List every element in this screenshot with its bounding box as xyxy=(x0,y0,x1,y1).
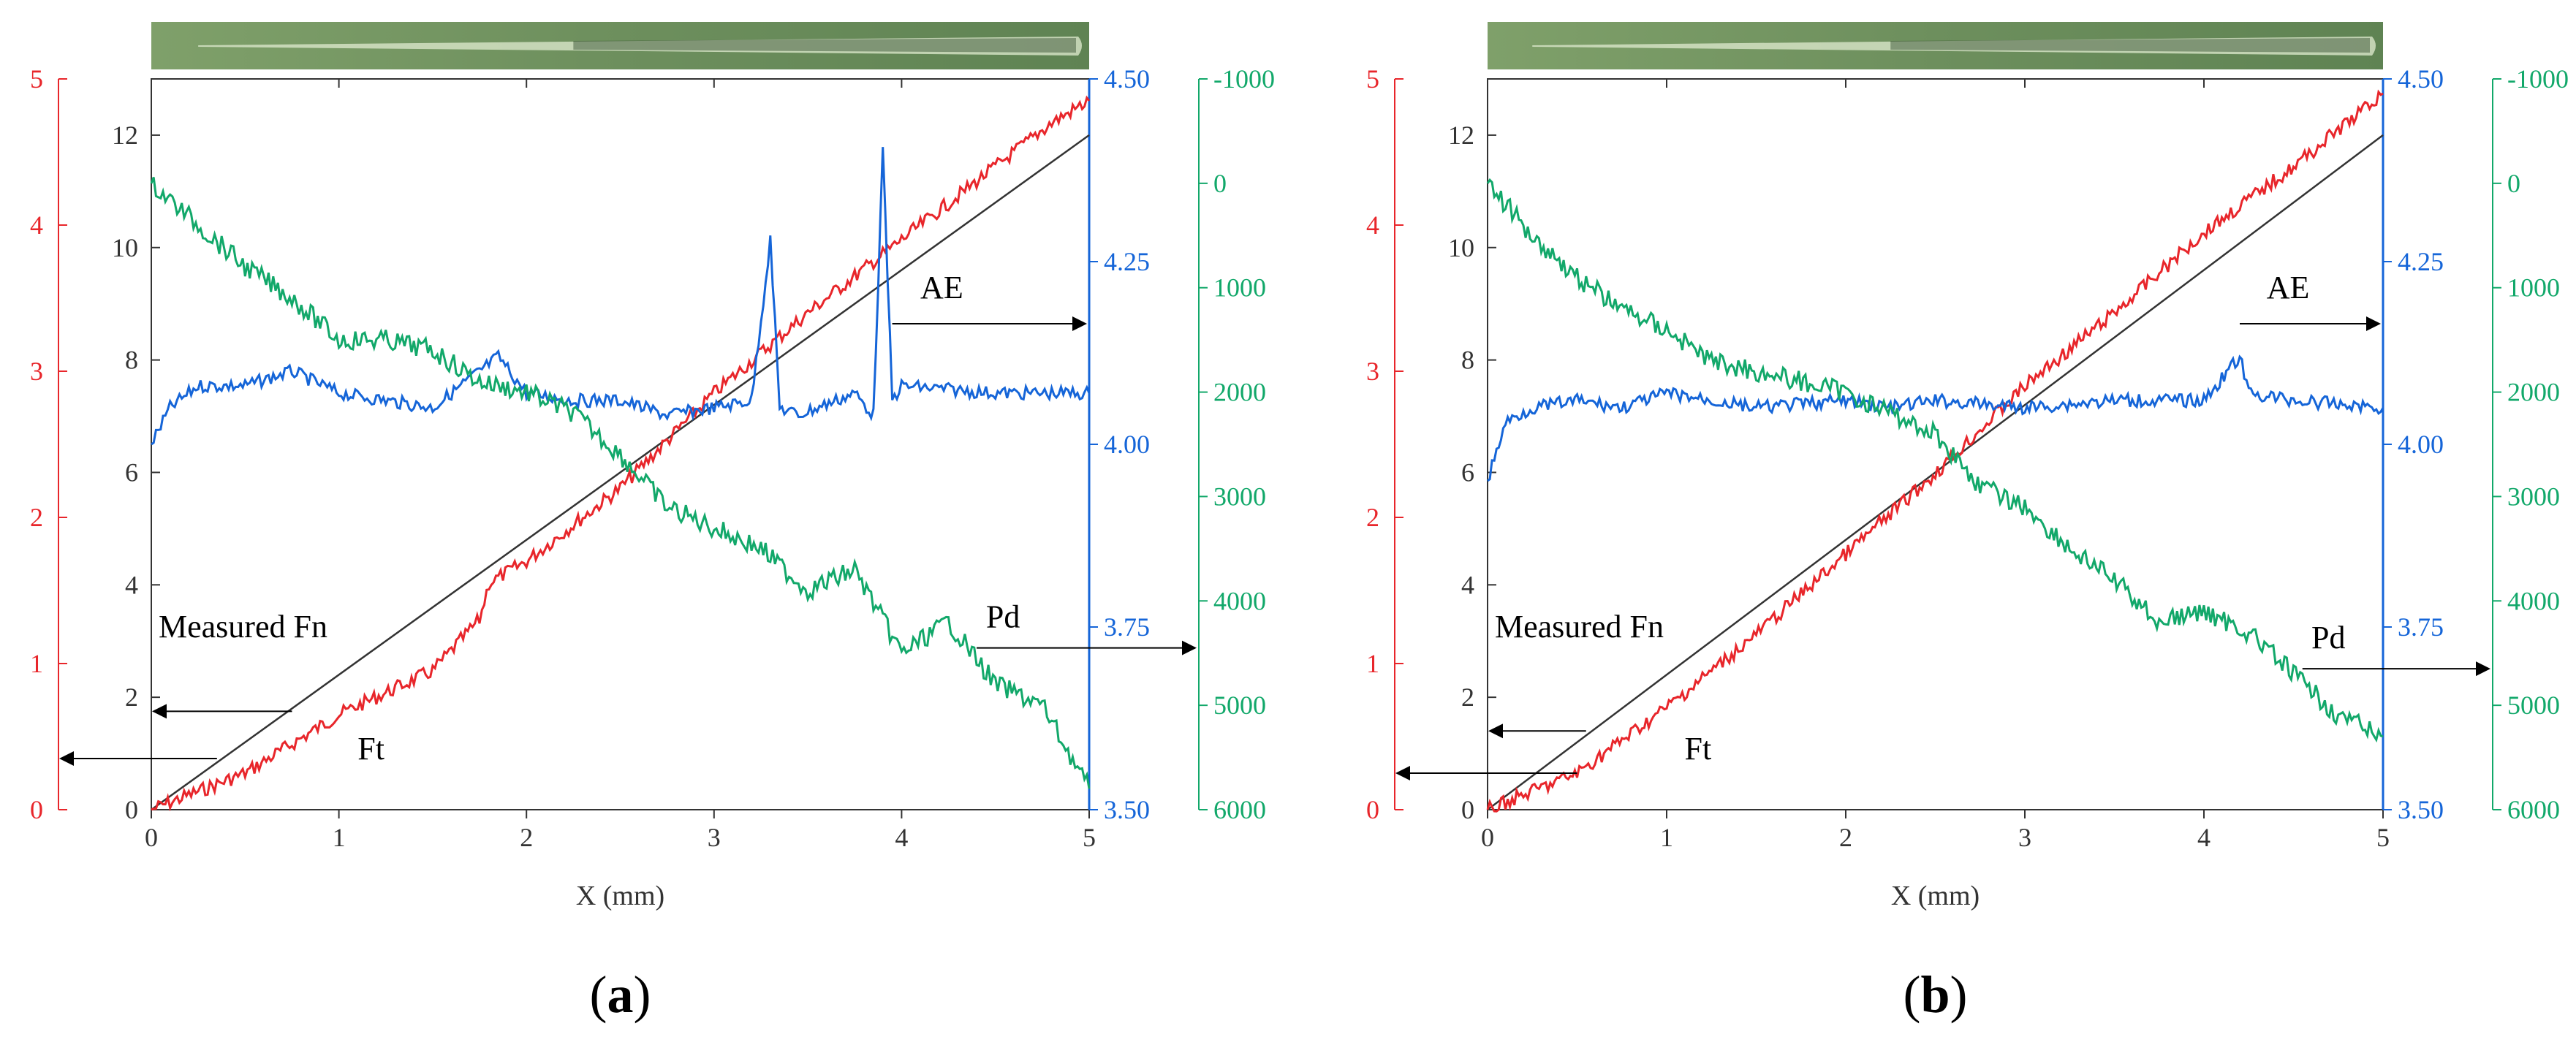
ae-tick-label: 3.50 xyxy=(2398,795,2444,824)
fn-tick-label: 2 xyxy=(125,683,138,712)
x-tick-label: 1 xyxy=(1660,823,1673,852)
pd-tick-label: 3000 xyxy=(2507,482,2560,511)
fn-tick-label: 10 xyxy=(1448,233,1474,262)
ae-tick-label: 4.00 xyxy=(1104,430,1150,459)
fn-tick-label: 12 xyxy=(112,121,138,150)
pd-tick-label: 2000 xyxy=(2507,378,2560,407)
fn-tick-label: 6 xyxy=(125,457,138,487)
pd-tick-label: 0 xyxy=(1213,169,1227,198)
ft-tick-label: 4 xyxy=(1366,210,1379,240)
series-line-ft xyxy=(151,95,1091,812)
ae-tick-label: 4.25 xyxy=(2398,247,2444,276)
annotation-pd: Pd xyxy=(2311,620,2345,656)
x-tick-label: 0 xyxy=(1481,823,1494,852)
series-line-fn xyxy=(151,134,1090,811)
x-tick-label: 3 xyxy=(2018,823,2031,852)
plot-frame xyxy=(1487,78,2384,810)
paren-close: ) xyxy=(1950,965,1968,1024)
panel-label: (a) xyxy=(590,965,651,1024)
panel-letter: b xyxy=(1920,965,1950,1024)
fn-tick-label: 8 xyxy=(1461,346,1474,375)
annotation-pd: Pd xyxy=(986,599,1020,635)
ae-tick-label: 4.50 xyxy=(2398,64,2444,94)
annotation-ft: Ft xyxy=(357,731,384,767)
fn-tick-label: 4 xyxy=(1461,570,1474,599)
x-tick-label: 5 xyxy=(1083,823,1096,852)
x-tick-label: 4 xyxy=(2197,823,2211,852)
panel-label: (b) xyxy=(1903,965,1967,1024)
series-line-ft xyxy=(1486,89,2384,813)
ft-tick-label: 0 xyxy=(1366,795,1379,824)
pd-tick-label: 0 xyxy=(2507,169,2520,198)
paren-open: ( xyxy=(1903,965,1920,1024)
panel-letter: a xyxy=(607,965,634,1024)
paren-open: ( xyxy=(590,965,607,1024)
ft-tick-label: 5 xyxy=(30,64,43,94)
chart-panel-b: 0 1 2 3 4 5X (mm)0246810120123453.503.754.004… xyxy=(1366,22,2569,1024)
annotation-measured-fn: Measured Fn xyxy=(159,609,327,645)
annotation-ae: AE xyxy=(920,270,963,305)
x-tick-label: 0 xyxy=(145,823,158,852)
scratch-groove xyxy=(198,37,1082,56)
ft-tick-label: 2 xyxy=(30,503,43,532)
ae-tick-label: 3.75 xyxy=(1104,612,1150,642)
pd-tick-label: 6000 xyxy=(2507,795,2560,824)
fn-tick-label: 4 xyxy=(125,570,138,599)
fn-tick-label: 8 xyxy=(125,346,138,375)
ft-tick-label: 0 xyxy=(30,795,43,824)
ft-tick-label: 3 xyxy=(1366,357,1379,386)
annotation-measured-fn: Measured Fn xyxy=(1495,609,1664,645)
scratch-groove-edge xyxy=(1890,38,2370,53)
ae-tick-label: 4.00 xyxy=(2398,430,2444,459)
ae-tick-label: 4.25 xyxy=(1104,247,1150,276)
x-tick-label: 2 xyxy=(1839,823,1852,852)
pd-tick-label: 5000 xyxy=(1213,691,1266,720)
pd-tick-label: 4000 xyxy=(1213,586,1266,615)
x-tick-label: 1 xyxy=(333,823,346,852)
pd-tick-label: 5000 xyxy=(2507,691,2560,720)
series-line-ae xyxy=(151,147,1091,446)
series-line-ae xyxy=(1487,354,2384,482)
ft-tick-label: 2 xyxy=(1366,503,1379,532)
x-tick-label: 2 xyxy=(520,823,533,852)
pd-tick-label: 4000 xyxy=(2507,586,2560,615)
fn-tick-label: 6 xyxy=(1461,457,1474,487)
x-axis-title: X (mm) xyxy=(1891,881,1980,911)
ae-tick-label: 3.50 xyxy=(1104,795,1150,824)
fn-tick-label: 2 xyxy=(1461,683,1474,712)
x-tick-label: 5 xyxy=(2376,823,2390,852)
pd-tick-label: 2000 xyxy=(1213,378,1266,407)
ft-tick-label: 3 xyxy=(30,357,43,386)
ft-tick-label: 1 xyxy=(1366,649,1379,678)
ae-tick-label: 4.50 xyxy=(1104,64,1150,94)
paren-close: ) xyxy=(634,965,651,1024)
fn-tick-label: 0 xyxy=(1461,795,1474,824)
pd-tick-label: 6000 xyxy=(1213,795,1266,824)
series-line-pd xyxy=(150,177,1091,789)
ae-tick-label: 3.75 xyxy=(2398,612,2444,642)
pd-tick-label: 1000 xyxy=(1213,273,1266,303)
series-line-pd xyxy=(1486,178,2384,743)
ft-tick-label: 4 xyxy=(30,210,43,240)
ft-tick-label: 1 xyxy=(30,649,43,678)
series-line-fn xyxy=(1487,134,2384,810)
fn-tick-label: 12 xyxy=(1448,121,1474,150)
plot-frame xyxy=(151,78,1090,810)
annotation-ae: AE xyxy=(2267,270,2310,305)
x-tick-label: 4 xyxy=(895,823,908,852)
pd-tick-label: 1000 xyxy=(2507,273,2560,303)
pd-tick-label: -1000 xyxy=(1213,64,1275,94)
x-tick-label: 3 xyxy=(708,823,721,852)
scratch-groove-edge xyxy=(573,38,1076,53)
chart-panel-a: 0 1 2 3 4 5X (mm)0246810120123453.503.754.004… xyxy=(30,22,1275,1024)
fn-tick-label: 10 xyxy=(112,233,138,262)
pd-tick-label: 3000 xyxy=(1213,482,1266,511)
ft-tick-label: 5 xyxy=(1366,64,1379,94)
fn-tick-label: 0 xyxy=(125,795,138,824)
scratch-groove xyxy=(1532,37,2376,56)
x-axis-title: X (mm) xyxy=(576,881,664,911)
pd-tick-label: -1000 xyxy=(2507,64,2569,94)
annotation-ft: Ft xyxy=(1685,731,1712,767)
